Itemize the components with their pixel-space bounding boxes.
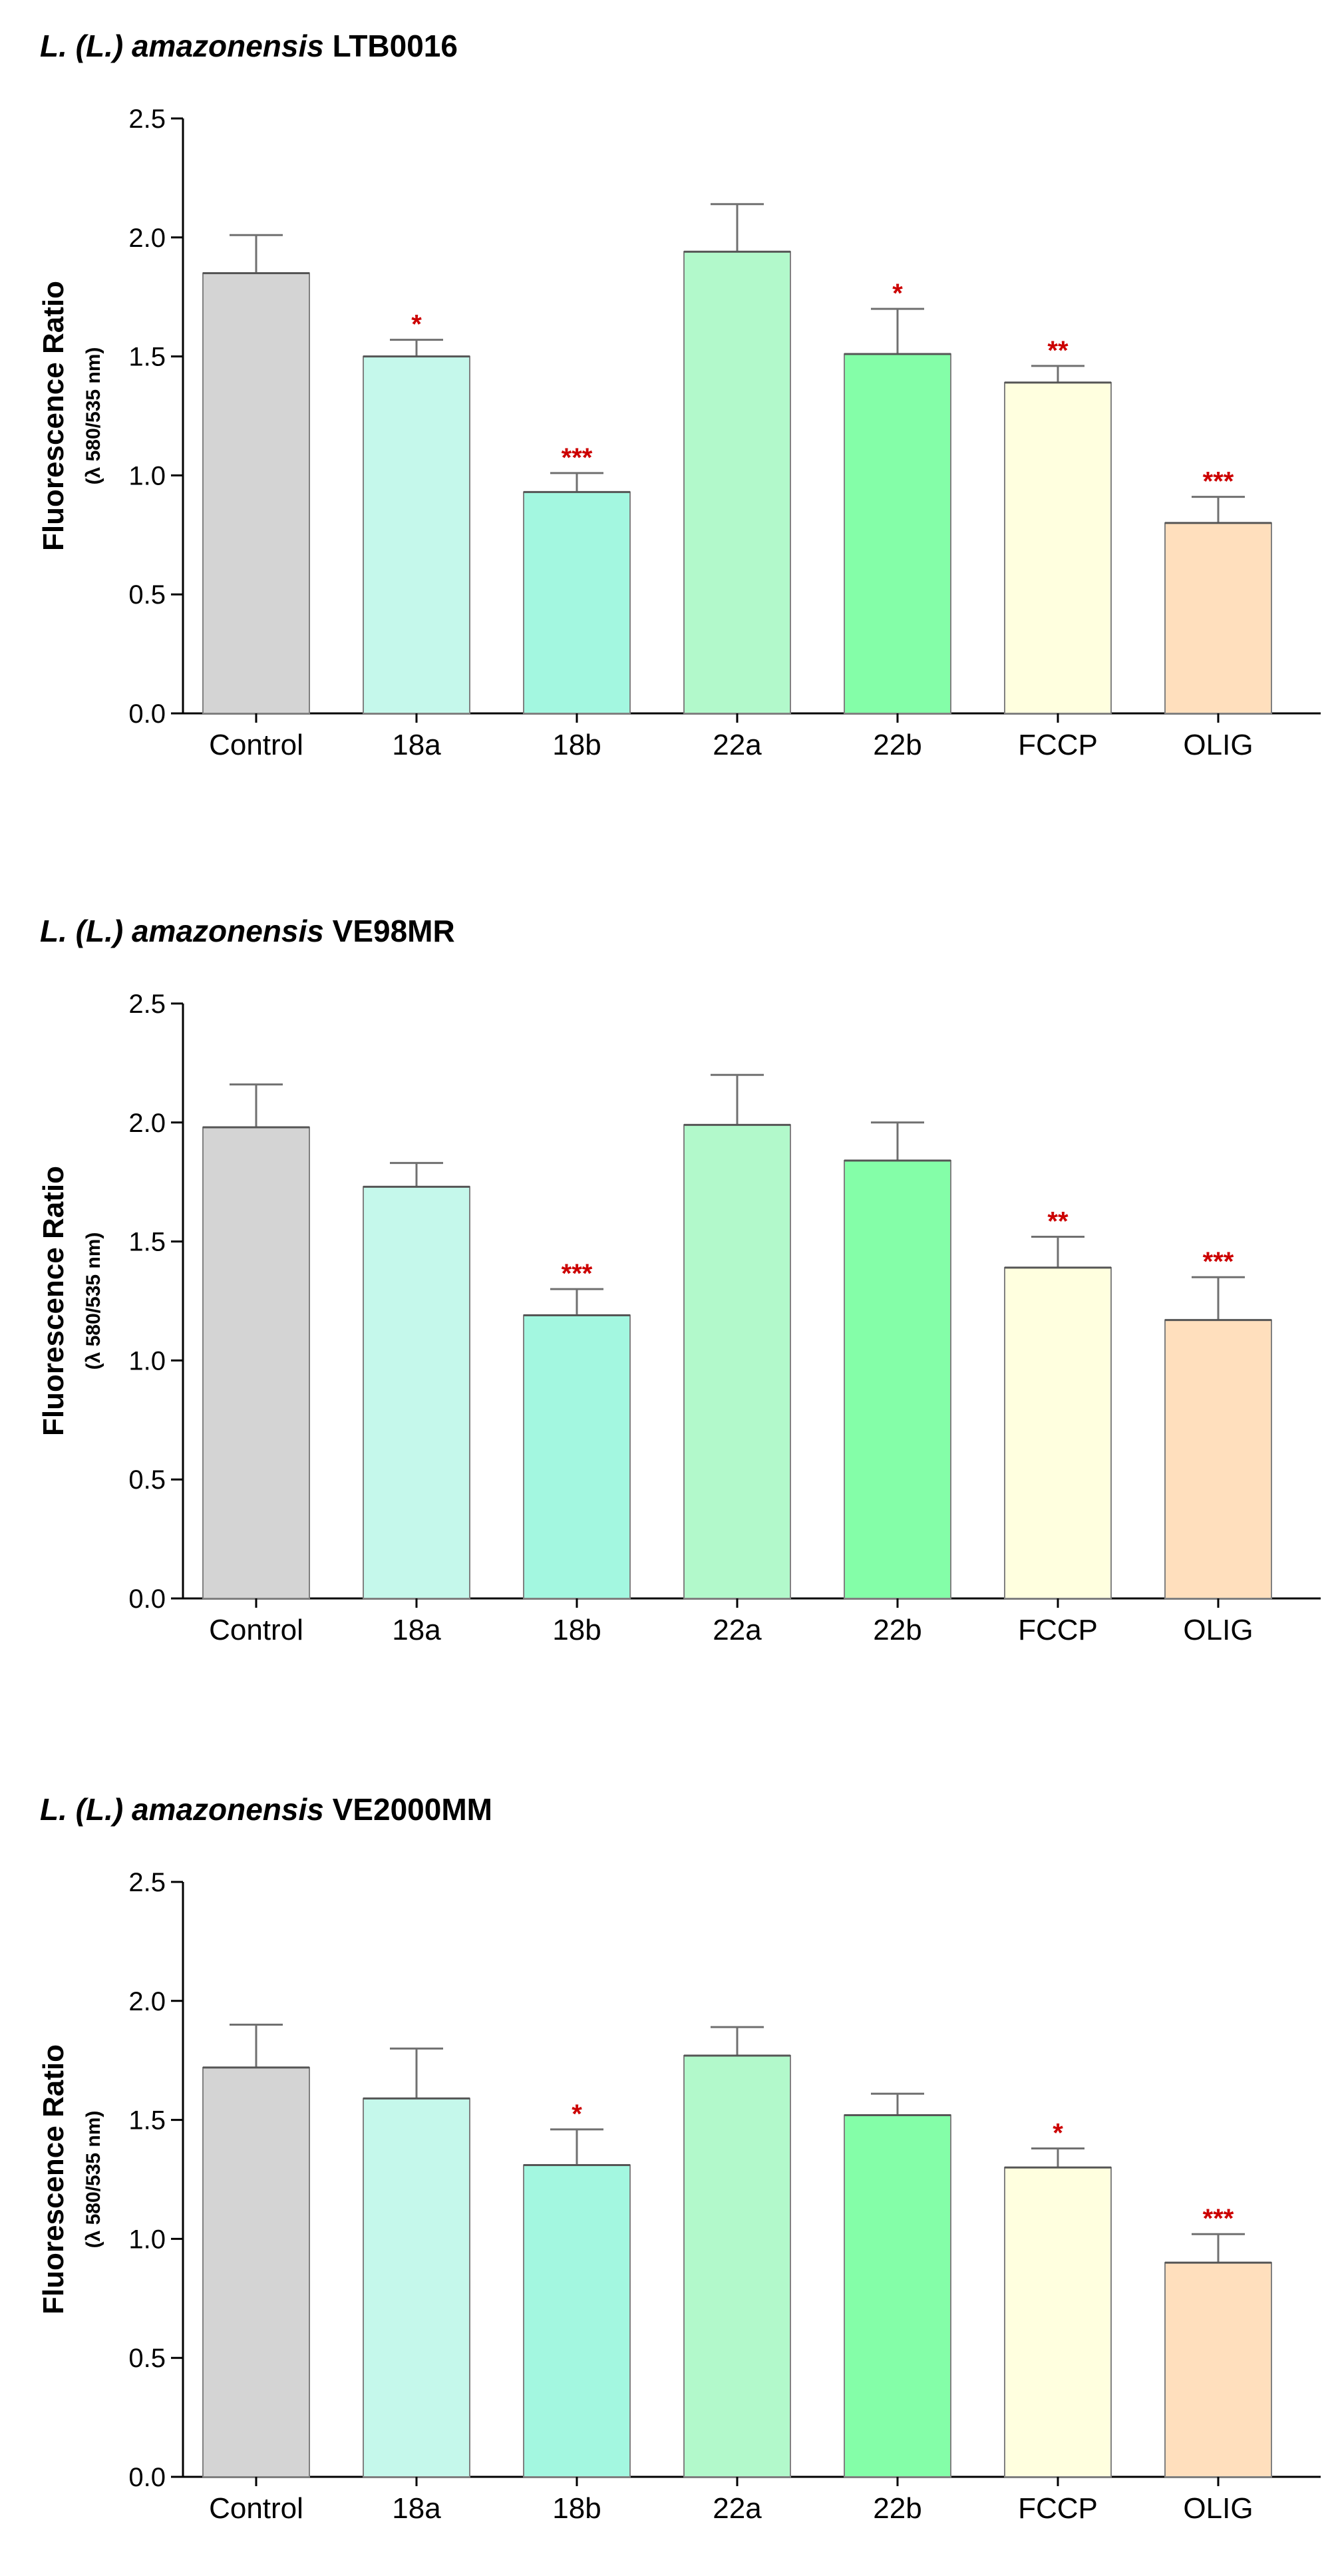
bar-18a bbox=[363, 355, 470, 714]
x-tick-label: Control bbox=[209, 729, 303, 761]
y-tick-label: 2.0 bbox=[128, 224, 166, 253]
bar-18a bbox=[363, 1186, 470, 1599]
x-tick-label: FCCP bbox=[1018, 1614, 1098, 1646]
bar-chart: Fluorescence Ratio (λ 580/535 nm) 0.0 0.5 1.… bbox=[37, 990, 1321, 1646]
chart-panel-1: L. (L.) amazonensis LTB0016 Fluorescence… bbox=[0, 0, 1330, 785]
bar-olig bbox=[1164, 1319, 1272, 1599]
y-tick-label: 1.5 bbox=[128, 343, 166, 372]
chart-panel-2: L. (L.) amazonensis VE98MR Fluorescence … bbox=[0, 885, 1330, 1670]
bar-control bbox=[202, 272, 310, 714]
x-tick-label: OLIG bbox=[1183, 1614, 1253, 1646]
y-axis-label: Fluorescence Ratio bbox=[37, 281, 70, 551]
bar-olig bbox=[1164, 2262, 1272, 2478]
chart-title-strain: LTB0016 bbox=[332, 29, 458, 63]
y-axis-sublabel: (λ 580/535 nm) bbox=[83, 2111, 104, 2249]
bar-22b bbox=[844, 2114, 951, 2478]
y-axis-sublabel: (λ 580/535 nm) bbox=[83, 347, 104, 485]
significance-marker: *** bbox=[1203, 2204, 1234, 2233]
bar-chart: Fluorescence Ratio (λ 580/535 nm) 0.0 0.5 1.… bbox=[37, 104, 1321, 761]
y-axis-label: Fluorescence Ratio bbox=[37, 1166, 70, 1436]
bar-chart: Fluorescence Ratio (λ 580/535 nm) 0.0 0.5 1.… bbox=[37, 1868, 1321, 2525]
x-tick-label: 22a bbox=[713, 2492, 762, 2525]
chart-title-strain: VE98MR bbox=[332, 914, 455, 948]
significance-marker: ** bbox=[1047, 1206, 1069, 1236]
bar-fccp bbox=[1004, 1266, 1112, 1599]
bar-22b bbox=[844, 353, 951, 714]
y-tick-label: 0.5 bbox=[128, 580, 166, 610]
y-tick-label: 0.0 bbox=[128, 699, 166, 729]
y-tick-label: 0.5 bbox=[128, 1465, 166, 1495]
x-tick-label: OLIG bbox=[1183, 2492, 1253, 2525]
y-tick-label: 2.0 bbox=[128, 1987, 166, 2016]
bar-22b bbox=[844, 1160, 951, 1599]
bar-22a bbox=[683, 2055, 791, 2478]
y-tick-label: 1.0 bbox=[128, 1346, 166, 1376]
significance-marker: * bbox=[892, 279, 903, 308]
chart-title-strain: VE2000MM bbox=[332, 1792, 492, 1827]
y-tick-label: 1.0 bbox=[128, 461, 166, 490]
significance-marker: *** bbox=[1203, 467, 1234, 496]
bar-22a bbox=[683, 251, 791, 715]
x-tick-label: FCCP bbox=[1018, 729, 1098, 761]
significance-marker: *** bbox=[1203, 1247, 1234, 1276]
significance-marker: ** bbox=[1047, 336, 1069, 365]
x-tick-label: 18a bbox=[392, 729, 441, 761]
chart-title-species: L. (L.) amazonensis bbox=[40, 914, 324, 948]
x-tick-label: 22b bbox=[873, 1614, 921, 1646]
significance-marker: * bbox=[1053, 2119, 1063, 2148]
y-tick-label: 2.0 bbox=[128, 1109, 166, 1138]
chart-panel-3: L. (L.) amazonensis VE2000MM Fluorescenc… bbox=[0, 1763, 1330, 2576]
x-tick-label: 22b bbox=[873, 729, 921, 761]
bar-fccp bbox=[1004, 381, 1112, 714]
x-tick-label: OLIG bbox=[1183, 729, 1253, 761]
chart-title: L. (L.) amazonensis VE2000MM bbox=[40, 1791, 492, 1827]
bar-fccp bbox=[1004, 2167, 1112, 2478]
bar-18b bbox=[523, 2164, 631, 2478]
y-axis-label: Fluorescence Ratio bbox=[37, 2044, 70, 2314]
x-tick-label: 18b bbox=[552, 1614, 601, 1646]
y-tick-label: 1.5 bbox=[128, 1228, 166, 1257]
significance-marker: *** bbox=[562, 443, 593, 472]
y-tick-label: 2.5 bbox=[128, 990, 166, 1019]
bar-olig bbox=[1164, 522, 1272, 714]
y-tick-label: 0.0 bbox=[128, 1584, 166, 1614]
bar-22a bbox=[683, 1124, 791, 1600]
x-tick-label: 22b bbox=[873, 2492, 921, 2525]
significance-marker: *** bbox=[562, 1259, 593, 1288]
bar-18b bbox=[523, 1314, 631, 1599]
x-tick-label: 18b bbox=[552, 2492, 601, 2525]
y-tick-label: 0.5 bbox=[128, 2344, 166, 2373]
y-tick-label: 1.5 bbox=[128, 2106, 166, 2135]
x-tick-label: Control bbox=[209, 2492, 303, 2525]
y-tick-label: 0.0 bbox=[128, 2463, 166, 2492]
bar-control bbox=[202, 1126, 310, 1599]
chart-title-species: L. (L.) amazonensis bbox=[40, 29, 324, 63]
y-axis-sublabel: (λ 580/535 nm) bbox=[83, 1232, 104, 1370]
x-tick-label: 18b bbox=[552, 729, 601, 761]
bar-control bbox=[202, 2066, 310, 2478]
chart-title-species: L. (L.) amazonensis bbox=[40, 1792, 324, 1827]
y-tick-label: 2.5 bbox=[128, 104, 166, 134]
chart-title: L. (L.) amazonensis VE98MR bbox=[40, 913, 455, 949]
bar-18a bbox=[363, 2098, 470, 2478]
x-tick-label: 22a bbox=[713, 1614, 762, 1646]
x-tick-label: 18a bbox=[392, 2492, 441, 2525]
x-tick-label: Control bbox=[209, 1614, 303, 1646]
y-tick-label: 1.0 bbox=[128, 2225, 166, 2254]
chart-title: L. (L.) amazonensis LTB0016 bbox=[40, 28, 458, 64]
x-tick-label: 18a bbox=[392, 1614, 441, 1646]
y-tick-label: 2.5 bbox=[128, 1868, 166, 1897]
x-tick-label: FCCP bbox=[1018, 2492, 1098, 2525]
x-tick-label: 22a bbox=[713, 729, 762, 761]
significance-marker: * bbox=[572, 2100, 582, 2129]
significance-marker: * bbox=[411, 310, 422, 339]
bar-18b bbox=[523, 491, 631, 714]
